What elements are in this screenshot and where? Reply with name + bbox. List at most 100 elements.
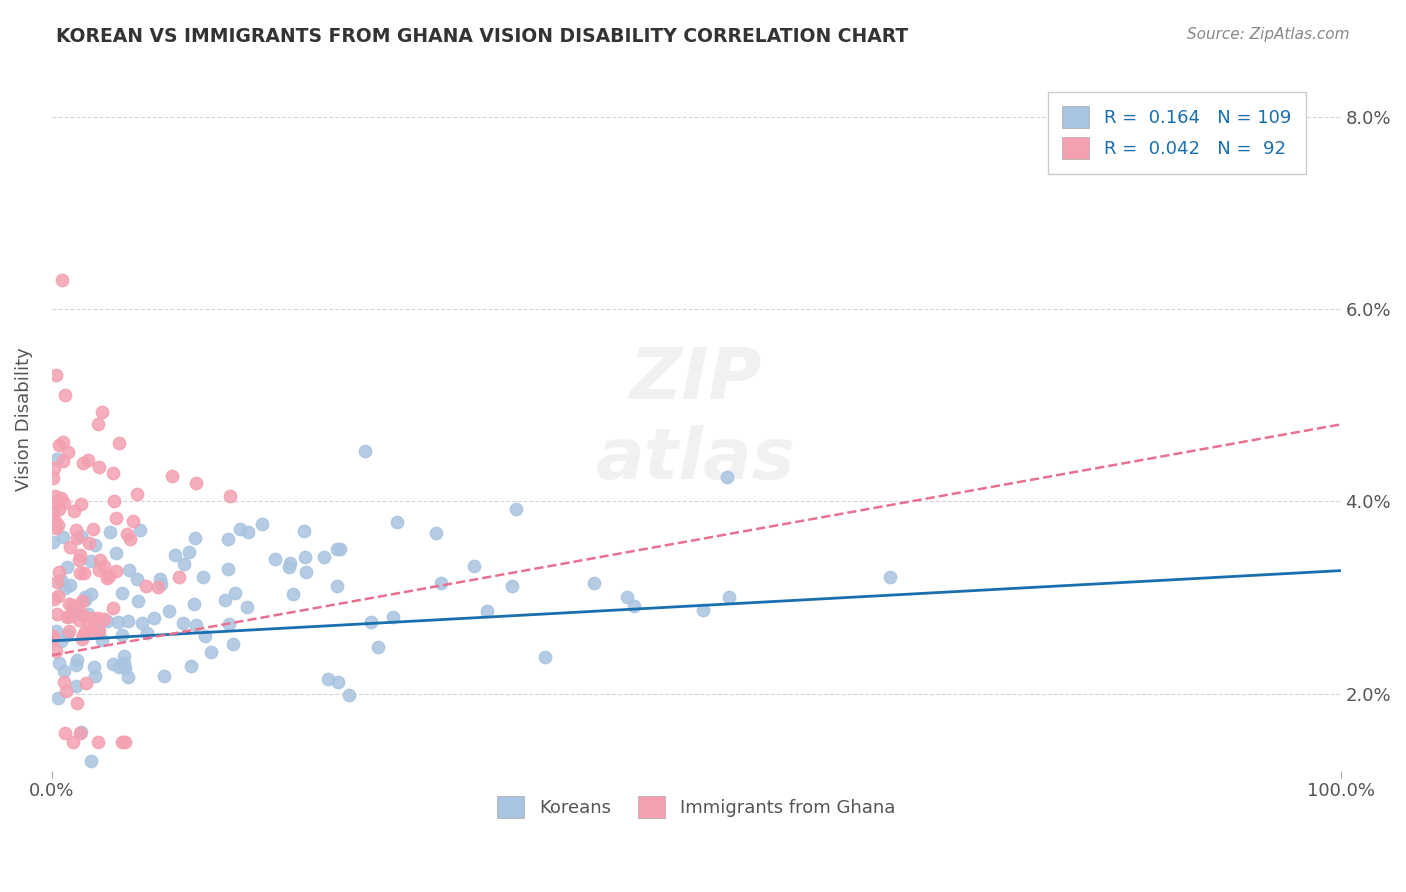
Point [463, 559, 485, 574]
Point [69, 548, 91, 562]
Point [623, 599, 645, 613]
Point [72, 628, 94, 642]
Point [45, 624, 67, 639]
Point [214, 593, 236, 607]
Point [77, 607, 100, 622]
Point [52, 435, 75, 450]
Point [65, 531, 87, 545]
Point [55, 683, 77, 698]
Point [111, 586, 134, 600]
Point [49, 574, 72, 588]
Point [45, 644, 67, 658]
Point [101, 466, 124, 480]
Point [107, 660, 129, 674]
Point [385, 515, 408, 529]
Point [60, 609, 83, 624]
Point [172, 615, 194, 630]
Point [89, 553, 111, 567]
Point [173, 557, 195, 571]
Point [79, 615, 101, 630]
Legend: Koreans, Immigrants from Ghana: Koreans, Immigrants from Ghana [491, 789, 903, 825]
Point [49, 634, 72, 648]
Point [114, 735, 136, 749]
Point [118, 563, 141, 577]
Point [65, 696, 87, 710]
Point [80, 587, 103, 601]
Point [533, 650, 555, 665]
Point [70, 632, 93, 647]
Point [53, 495, 76, 509]
Point [93, 612, 115, 626]
Point [177, 545, 200, 559]
Point [65, 658, 87, 673]
Point [77, 535, 100, 549]
Point [115, 527, 138, 541]
Point [236, 524, 259, 539]
Point [104, 510, 127, 524]
Point [91, 632, 114, 647]
Point [53, 388, 76, 402]
Point [44, 514, 66, 528]
Point [224, 586, 246, 600]
Point [72, 608, 94, 623]
Point [82, 611, 104, 625]
Point [167, 570, 190, 584]
Point [107, 615, 129, 630]
Point [73, 590, 96, 604]
Point [879, 570, 901, 584]
Point [96, 571, 118, 585]
Point [87, 624, 110, 638]
Point [56, 445, 79, 459]
Point [184, 531, 207, 545]
Point [716, 470, 738, 484]
Point [65, 679, 87, 693]
Point [58, 597, 80, 611]
Point [135, 579, 157, 593]
Point [42, 461, 65, 475]
Point [67, 553, 90, 567]
Point [127, 487, 149, 501]
Point [104, 546, 127, 560]
Point [56, 609, 79, 624]
Point [159, 604, 181, 618]
Point [381, 609, 404, 624]
Point [718, 590, 741, 604]
Point [292, 524, 315, 538]
Point [70, 497, 93, 511]
Point [329, 541, 352, 556]
Point [425, 525, 447, 540]
Point [45, 575, 67, 590]
Point [48, 565, 70, 579]
Point [582, 576, 605, 591]
Point [70, 529, 93, 543]
Point [191, 570, 214, 584]
Point [62, 735, 84, 749]
Point [45, 368, 67, 382]
Point [79, 754, 101, 768]
Point [83, 538, 105, 552]
Point [219, 489, 242, 503]
Point [87, 735, 110, 749]
Point [367, 640, 389, 654]
Point [117, 615, 139, 629]
Point [69, 726, 91, 740]
Point [117, 670, 139, 684]
Point [114, 661, 136, 675]
Point [360, 615, 382, 629]
Point [135, 626, 157, 640]
Point [60, 598, 83, 612]
Point [505, 501, 527, 516]
Text: Source: ZipAtlas.com: Source: ZipAtlas.com [1187, 27, 1350, 42]
Point [93, 559, 115, 574]
Point [312, 550, 335, 565]
Point [82, 522, 104, 536]
Point [616, 590, 638, 604]
Point [104, 564, 127, 578]
Point [41, 631, 63, 645]
Point [69, 566, 91, 580]
Point [48, 501, 70, 516]
Point [354, 444, 377, 458]
Point [129, 524, 152, 538]
Point [165, 548, 187, 562]
Point [55, 627, 77, 641]
